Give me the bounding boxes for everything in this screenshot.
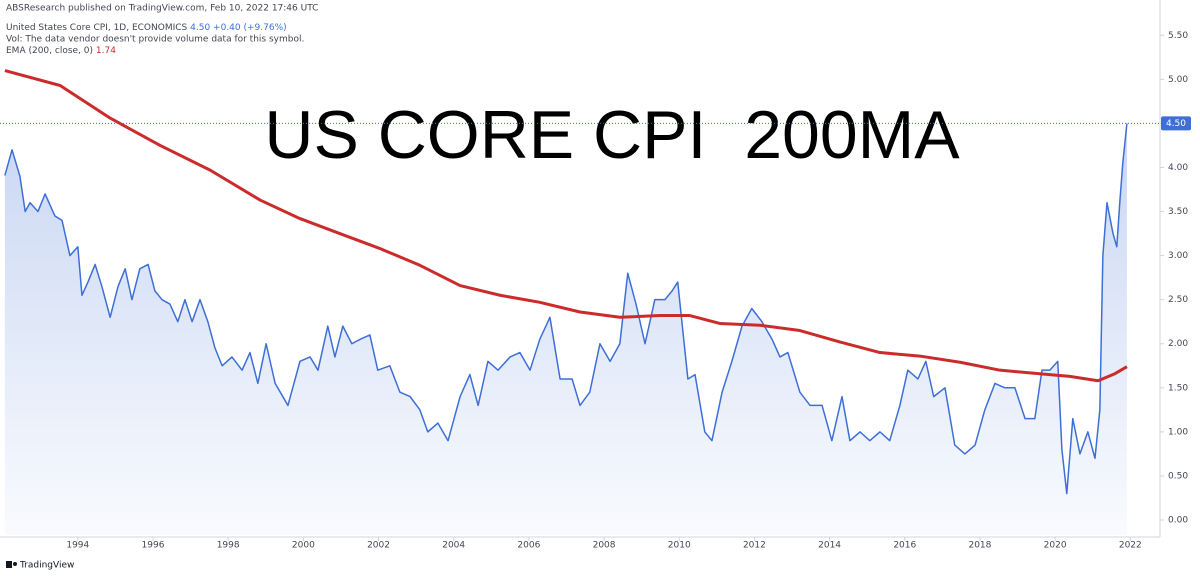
- area: [4, 123, 1127, 535]
- y-tick-label: 1.00: [1168, 427, 1188, 437]
- x-tick-label: 2016: [893, 541, 916, 551]
- x-tick-label: 1994: [66, 541, 89, 551]
- volume-note: Vol: The data vendor doesn't provide vol…: [6, 35, 304, 45]
- x-tick-label: 2004: [442, 541, 465, 551]
- line: [4, 123, 1128, 495]
- y-tick-label: 3.00: [1168, 251, 1188, 261]
- published: ABSResearch published on TradingView.com…: [6, 4, 318, 14]
- y-tick-label: 4.00: [1168, 163, 1188, 173]
- legend-last: 1.74: [96, 46, 116, 56]
- x-tick-label: 2018: [968, 541, 991, 551]
- legend-ema: EMA (200, close, 0) 1.74: [6, 46, 116, 56]
- legend-symbol: United States Core CPI, 1D, ECONOMICS 4.…: [6, 23, 287, 33]
- y-tick-label: 5.00: [1168, 75, 1188, 85]
- x-tick-label: 1998: [217, 541, 240, 551]
- y-tick-label: 5.50: [1168, 31, 1188, 41]
- y-tick-label: 2.50: [1168, 295, 1188, 305]
- x-tick-label: 2008: [593, 541, 616, 551]
- legend-name: EMA (200, close, 0): [6, 46, 93, 56]
- x-tick-label: 2000: [292, 541, 315, 551]
- x-tick-label: 2006: [517, 541, 540, 551]
- legend-last: 4.50: [190, 23, 210, 33]
- x-tick-label: 2002: [367, 541, 390, 551]
- y-tick-label: 2.00: [1168, 339, 1188, 349]
- legend-name: United States Core CPI, 1D, ECONOMICS: [6, 23, 188, 33]
- logo: [6, 561, 12, 568]
- y-tick-label: 3.50: [1168, 207, 1188, 217]
- legend-change: +0.40 (+9.76%): [213, 23, 287, 33]
- price-tag: [1161, 116, 1191, 131]
- brand-name: TradingView: [19, 561, 74, 571]
- chart-title: US CORE CPI 200MA: [264, 97, 960, 173]
- x-tick-label: 2014: [818, 541, 841, 551]
- logo: [13, 562, 17, 566]
- x-tick-label: 2020: [1044, 541, 1067, 551]
- y-tick-label: 0.50: [1168, 471, 1188, 481]
- x-tick-label: 1996: [142, 541, 165, 551]
- y-tick-label: 1.50: [1168, 383, 1188, 393]
- line: [4, 69, 1128, 383]
- brand: TradingView: [6, 561, 74, 571]
- x-tick-label: 2022: [1119, 541, 1142, 551]
- x-tick-label: 2012: [743, 541, 766, 551]
- y-tick-label: 0.00: [1168, 516, 1188, 526]
- x-tick-label: 2010: [668, 541, 691, 551]
- price-tag-label: 4.50: [1166, 119, 1186, 129]
